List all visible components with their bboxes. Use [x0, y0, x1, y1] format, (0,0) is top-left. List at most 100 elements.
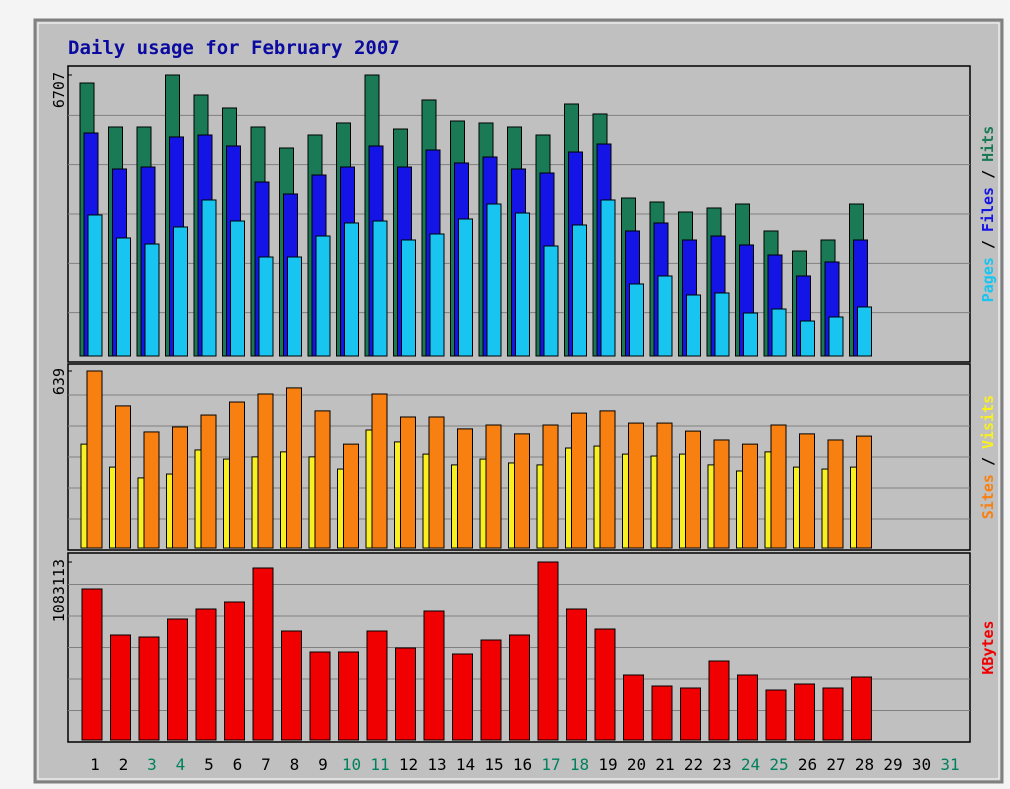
- bar: [172, 426, 188, 549]
- x-tick-label: 15: [484, 755, 503, 774]
- bar: [857, 306, 872, 357]
- bar: [230, 220, 245, 357]
- bar: [457, 428, 473, 549]
- bar: [344, 222, 359, 357]
- bar: [543, 245, 559, 357]
- bar: [401, 239, 416, 357]
- x-tick-label: 10: [342, 755, 361, 774]
- bar: [827, 439, 844, 549]
- bar: [765, 689, 787, 741]
- x-tick-label: 27: [826, 755, 845, 774]
- x-tick-label: 17: [541, 755, 560, 774]
- bar: [452, 653, 473, 741]
- x-tick-label: 14: [456, 755, 475, 774]
- axis-label: KBytes: [979, 620, 997, 674]
- bar: [515, 212, 530, 357]
- bar: [143, 431, 160, 549]
- bar: [258, 256, 274, 357]
- bar: [195, 608, 217, 741]
- x-tick-label: 28: [855, 755, 874, 774]
- bar: [366, 630, 388, 741]
- axis-label-separator: /: [979, 457, 997, 466]
- bar: [485, 424, 502, 549]
- bar: [81, 588, 103, 741]
- legend-entry: KBytes: [979, 620, 997, 674]
- bar: [656, 422, 673, 549]
- x-tick-label: 8: [290, 755, 300, 774]
- bar: [599, 410, 616, 549]
- bar: [110, 634, 131, 741]
- axis-label-separator: /: [979, 240, 997, 249]
- bar: [594, 628, 616, 741]
- bar: [629, 283, 644, 357]
- bar: [571, 412, 587, 549]
- x-tick-label: 26: [798, 755, 817, 774]
- legend-entry: Hits: [979, 126, 997, 162]
- bar: [309, 651, 331, 741]
- bar: [851, 676, 872, 741]
- bar: [229, 401, 245, 549]
- x-tick-label: 20: [627, 755, 646, 774]
- x-tick-label: 30: [912, 755, 931, 774]
- bar: [742, 443, 758, 549]
- x-tick-label: 13: [427, 755, 446, 774]
- bar: [623, 674, 644, 741]
- bar: [680, 687, 701, 741]
- x-tick-label: 21: [655, 755, 674, 774]
- x-tick-label: 5: [204, 755, 214, 774]
- bar: [257, 393, 274, 549]
- x-tick-label: 29: [883, 755, 902, 774]
- x-tick-label: 7: [261, 755, 271, 774]
- bar: [428, 416, 445, 549]
- bar: [572, 224, 587, 357]
- bar: [138, 636, 160, 741]
- bar: [429, 233, 445, 357]
- bar: [514, 433, 530, 549]
- x-tick-label: 4: [176, 755, 186, 774]
- bar: [509, 634, 530, 741]
- bar: [542, 424, 559, 549]
- bar: [86, 370, 103, 549]
- bar: [252, 567, 274, 741]
- x-tick-label: 25: [769, 755, 788, 774]
- chart-title: Daily usage for February 2007: [68, 37, 400, 59]
- legend-entry: Visits: [979, 395, 997, 449]
- frame-highlight: [37, 22, 1000, 780]
- x-tick-label: 23: [712, 755, 731, 774]
- bar: [200, 414, 217, 549]
- bar: [771, 308, 787, 357]
- bar: [395, 647, 416, 741]
- bar: [224, 601, 245, 741]
- bar: [743, 312, 758, 357]
- bar: [480, 639, 502, 741]
- bar: [281, 630, 302, 741]
- bar: [115, 405, 131, 549]
- bar: [343, 443, 359, 549]
- bar: [770, 424, 787, 549]
- bar: [737, 674, 758, 741]
- x-tick-label: 1: [90, 755, 100, 774]
- x-tick-label: 16: [513, 755, 532, 774]
- bar: [286, 387, 302, 549]
- bar: [713, 439, 730, 549]
- y-tick-label: 639: [50, 368, 68, 395]
- bar: [651, 685, 673, 741]
- axis-label: Sites / Visits: [979, 395, 997, 519]
- bar: [338, 651, 359, 741]
- legend-entry: Files: [979, 187, 997, 232]
- x-tick-label: 18: [570, 755, 589, 774]
- bar: [657, 275, 673, 357]
- bar: [628, 422, 644, 549]
- x-tick-label: 19: [598, 755, 617, 774]
- bar: [167, 618, 188, 741]
- bar: [566, 608, 587, 741]
- bar: [400, 416, 416, 549]
- bar: [423, 610, 445, 741]
- bar: [287, 256, 302, 357]
- legend-entry: Pages: [979, 257, 997, 302]
- bar: [314, 410, 331, 549]
- x-tick-label: 3: [147, 755, 157, 774]
- bar: [822, 687, 844, 741]
